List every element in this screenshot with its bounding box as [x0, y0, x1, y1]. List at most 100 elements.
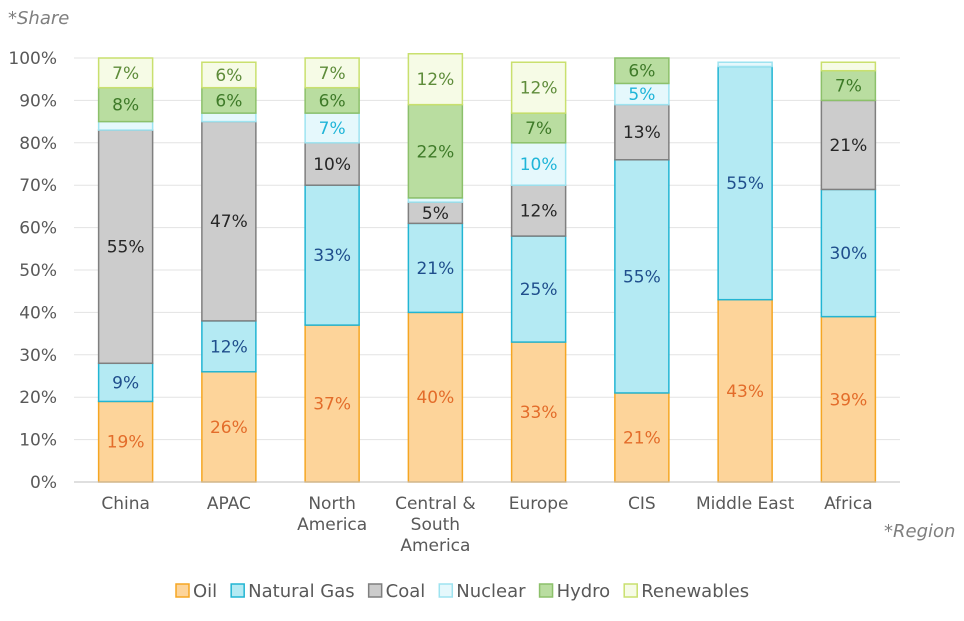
y-tick-label: 100%: [8, 49, 57, 69]
bar-segment: [614, 159, 670, 394]
data-label: 19%: [107, 433, 145, 453]
data-label: 22%: [416, 142, 454, 162]
data-label: 6%: [215, 66, 242, 86]
data-label: 7%: [319, 64, 346, 84]
x-tick-label: CIS: [628, 494, 656, 514]
x-tick-label: Europe: [509, 494, 569, 514]
bar-stack: 43% 55%: [717, 61, 773, 483]
bar-segment: [201, 320, 257, 373]
bar-segment: [510, 184, 567, 237]
data-label: 10%: [313, 155, 351, 175]
bar-segment: [510, 341, 567, 483]
data-label: 12%: [210, 337, 248, 357]
data-label: 55%: [107, 238, 145, 258]
legend-item: Natural Gas: [230, 581, 355, 602]
legend-swatch: [438, 583, 454, 598]
bar-segment: [97, 57, 154, 89]
bar-segment: [304, 142, 360, 186]
bar-segment: [407, 103, 464, 199]
bar-segment: [820, 315, 877, 483]
y-tick-label: 70%: [19, 176, 57, 196]
x-tick-label: China: [101, 494, 150, 514]
bar-segment: [614, 103, 670, 161]
x-axis-title: *Region: [884, 521, 955, 542]
bar-segment: [201, 371, 257, 483]
data-label: 33%: [313, 246, 351, 266]
data-label: 6%: [319, 91, 346, 111]
x-tick-label: APAC: [207, 494, 251, 514]
x-axis-categories: China APAC North America Central & South Ameri…: [101, 494, 872, 556]
legend-label: Coal: [386, 581, 426, 602]
bar-segment: [510, 142, 567, 186]
legend-item: Coal: [367, 581, 426, 602]
legend-item: Nuclear: [438, 581, 526, 602]
bar-segment: [717, 298, 773, 483]
data-label: 21%: [416, 259, 454, 279]
data-label: 7%: [319, 119, 346, 139]
legend: Oil Natural Gas Coal Nuclear Hydro Renewables: [175, 581, 749, 602]
bar-segment: [201, 120, 257, 322]
legend-swatch: [623, 583, 638, 598]
y-tick-label: 80%: [19, 134, 57, 154]
data-label: 25%: [520, 280, 558, 300]
x-tick-label: Central & South America: [395, 494, 476, 556]
data-label: 9%: [112, 373, 139, 393]
bar-segment: [201, 61, 257, 89]
data-label: 12%: [520, 202, 558, 222]
bar-segment: [717, 65, 773, 301]
data-label: 7%: [835, 77, 862, 97]
x-tick-label: North America: [297, 494, 367, 535]
legend-item: Hydro: [538, 581, 610, 602]
bars: 19% 9% 55% 8% 7% 26% 12% 47% 6% 6% 37% 33% 10% 7% 6% 7%…: [97, 53, 877, 483]
bar-segment: [201, 86, 257, 114]
bar-segment: [820, 61, 877, 72]
data-label: 6%: [215, 91, 242, 111]
data-label: 26%: [210, 418, 248, 438]
data-label: 5%: [628, 85, 655, 105]
y-tick-label: 50%: [19, 261, 57, 281]
y-tick-label: 40%: [19, 303, 57, 323]
data-label: 8%: [112, 96, 139, 116]
legend-label: Nuclear: [456, 581, 526, 602]
bar-stack: 39% 30% 21% 7%: [820, 61, 877, 483]
data-label: 13%: [623, 123, 661, 143]
data-label: 21%: [623, 428, 661, 448]
y-tick-label: 60%: [19, 219, 57, 239]
legend-item: Oil: [175, 581, 217, 602]
bar-segment: [97, 86, 154, 123]
gridlines: [74, 57, 900, 441]
bar-stack: 26% 12% 47% 6% 6%: [201, 61, 257, 483]
legend-swatch: [538, 583, 554, 598]
bar-stack: 19% 9% 55% 8% 7%: [97, 57, 154, 483]
y-axis-ticks: 0% 10% 20% 30% 40% 50% 60% 70% 80% 90% 100%: [8, 49, 57, 493]
data-label: 12%: [520, 79, 558, 99]
data-label: 43%: [726, 382, 764, 402]
bar-stack: 40% 21% 5% 22% 12%: [407, 53, 464, 483]
x-tick-label: Africa: [824, 494, 873, 514]
y-tick-label: 30%: [19, 346, 57, 366]
legend-label: Renewables: [641, 581, 749, 602]
bar-segment: [201, 112, 257, 123]
data-label: 47%: [210, 212, 248, 232]
legend-swatch: [230, 583, 245, 598]
data-label: 39%: [829, 390, 867, 410]
y-tick-label: 20%: [19, 388, 57, 408]
bar-segment: [97, 129, 154, 365]
bar-segment: [717, 61, 773, 68]
y-tick-label: 0%: [30, 473, 57, 493]
data-label: 30%: [829, 244, 867, 264]
data-label: 33%: [520, 403, 558, 423]
bar-stack: 37% 33% 10% 7% 6% 7%: [304, 57, 360, 483]
data-label: 6%: [628, 62, 655, 82]
y-tick-label: 10%: [19, 431, 57, 451]
bar-segment: [407, 53, 464, 106]
y-axis-title: *Share: [8, 8, 69, 29]
bar-segment: [97, 120, 154, 131]
bar-segment: [510, 61, 567, 114]
bar-segment: [820, 99, 877, 191]
bar-segment: [304, 57, 360, 89]
data-label: 21%: [829, 136, 867, 156]
data-label: 37%: [313, 395, 351, 415]
y-tick-label: 90%: [19, 91, 57, 111]
